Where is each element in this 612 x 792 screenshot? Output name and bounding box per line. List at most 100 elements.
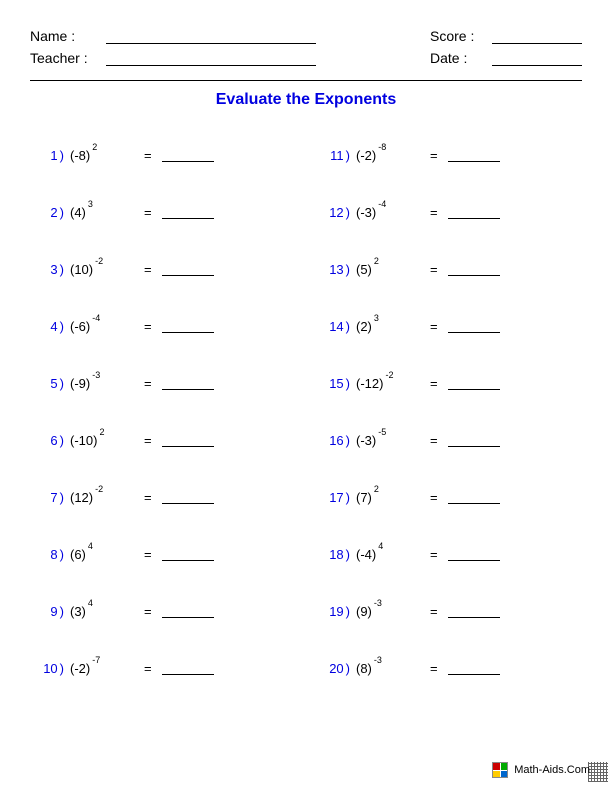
footer-text: Math-Aids.Com xyxy=(514,764,590,776)
problem-number: 4 ) xyxy=(30,319,70,334)
base: (-8) xyxy=(70,148,90,163)
expression: (-2)-7 xyxy=(70,661,130,676)
answer-blank[interactable] xyxy=(448,149,500,162)
exponent: -7 xyxy=(92,655,100,665)
equals-sign: = xyxy=(430,205,438,220)
equals-sign: = xyxy=(144,376,152,391)
equals-sign: = xyxy=(144,604,152,619)
equals-sign: = xyxy=(430,376,438,391)
answer-blank[interactable] xyxy=(162,548,214,561)
problem-row: 10 )(-2)-7= xyxy=(30,640,296,697)
problem-row: 11 )(-2)-8= xyxy=(316,127,582,184)
problem-row: 8 )(6)4 = xyxy=(30,526,296,583)
equals-sign: = xyxy=(430,604,438,619)
expression: (-6)-4 xyxy=(70,319,130,334)
problem-row: 13 )(5)2= xyxy=(316,241,582,298)
base: (4) xyxy=(70,205,86,220)
expression: (6)4 xyxy=(70,547,130,562)
base: (3) xyxy=(70,604,86,619)
base: (-2) xyxy=(356,148,376,163)
expression: (12)-2 xyxy=(70,490,130,505)
problem-row: 3 )(10)-2= xyxy=(30,241,296,298)
problem-row: 4 )(-6)-4 = xyxy=(30,298,296,355)
expression: (-10)2 xyxy=(70,433,130,448)
header-divider xyxy=(30,80,582,81)
equals-sign: = xyxy=(144,547,152,562)
problem-row: 9 )(3)4= xyxy=(30,583,296,640)
answer-blank[interactable] xyxy=(448,206,500,219)
answer-blank[interactable] xyxy=(448,662,500,675)
worksheet-header: Name : Teacher : Score : Date : xyxy=(30,28,582,66)
exponent: 4 xyxy=(378,541,383,551)
problem-number: 8 ) xyxy=(30,547,70,562)
problem-number: 20 ) xyxy=(316,661,356,676)
problem-row: 19 )(9)-3= xyxy=(316,583,582,640)
problem-number: 18 ) xyxy=(316,547,356,562)
problem-row: 18 )(-4)4= xyxy=(316,526,582,583)
problem-number: 7 ) xyxy=(30,490,70,505)
answer-blank[interactable] xyxy=(162,206,214,219)
answer-blank[interactable] xyxy=(162,662,214,675)
score-label: Score : xyxy=(430,28,482,44)
base: (5) xyxy=(356,262,372,277)
expression: (-3)-4 xyxy=(356,205,416,220)
answer-blank[interactable] xyxy=(162,434,214,447)
base: (10) xyxy=(70,262,93,277)
problem-number: 13 ) xyxy=(316,262,356,277)
base: (-10) xyxy=(70,433,97,448)
answer-blank[interactable] xyxy=(448,605,500,618)
answer-blank[interactable] xyxy=(448,491,500,504)
problem-number: 3 ) xyxy=(30,262,70,277)
exponent: 3 xyxy=(374,313,379,323)
problem-row: 15 )(-12)-2= xyxy=(316,355,582,412)
exponent: -8 xyxy=(378,142,386,152)
exponent: -2 xyxy=(95,256,103,266)
teacher-blank[interactable] xyxy=(106,52,316,66)
answer-blank[interactable] xyxy=(162,491,214,504)
equals-sign: = xyxy=(144,205,152,220)
expression: (-9)-3 xyxy=(70,376,130,391)
expression: (7)2 xyxy=(356,490,416,505)
equals-sign: = xyxy=(144,319,152,334)
equals-sign: = xyxy=(430,490,438,505)
base: (-12) xyxy=(356,376,383,391)
problem-number: 12 ) xyxy=(316,205,356,220)
name-label: Name : xyxy=(30,28,96,44)
exponent: 2 xyxy=(99,427,104,437)
answer-blank[interactable] xyxy=(448,263,500,276)
problem-number: 6 ) xyxy=(30,433,70,448)
expression: (2)3 xyxy=(356,319,416,334)
date-blank[interactable] xyxy=(492,52,582,66)
equals-sign: = xyxy=(430,148,438,163)
equals-sign: = xyxy=(144,433,152,448)
answer-blank[interactable] xyxy=(448,377,500,390)
exponent: -3 xyxy=(92,370,100,380)
problem-number: 1 ) xyxy=(30,148,70,163)
score-blank[interactable] xyxy=(492,30,582,44)
answer-blank[interactable] xyxy=(448,548,500,561)
expression: (-8)2 xyxy=(70,148,130,163)
expression: (-2)-8 xyxy=(356,148,416,163)
problem-row: 16 )(-3)-5= xyxy=(316,412,582,469)
equals-sign: = xyxy=(430,661,438,676)
expression: (-12)-2 xyxy=(356,376,416,391)
answer-blank[interactable] xyxy=(162,263,214,276)
problem-number: 10 ) xyxy=(30,661,70,676)
answer-blank[interactable] xyxy=(448,434,500,447)
exponent: -2 xyxy=(95,484,103,494)
problem-row: 14 )(2)3= xyxy=(316,298,582,355)
problem-row: 17 )(7)2= xyxy=(316,469,582,526)
answer-blank[interactable] xyxy=(162,377,214,390)
exponent: -3 xyxy=(374,655,382,665)
answer-blank[interactable] xyxy=(162,320,214,333)
name-blank[interactable] xyxy=(106,30,316,44)
base: (8) xyxy=(356,661,372,676)
answer-blank[interactable] xyxy=(448,320,500,333)
exponent: -2 xyxy=(385,370,393,380)
exponent: -5 xyxy=(378,427,386,437)
answer-blank[interactable] xyxy=(162,605,214,618)
problem-number: 19 ) xyxy=(316,604,356,619)
base: (-4) xyxy=(356,547,376,562)
exponent: 4 xyxy=(88,598,93,608)
answer-blank[interactable] xyxy=(162,149,214,162)
